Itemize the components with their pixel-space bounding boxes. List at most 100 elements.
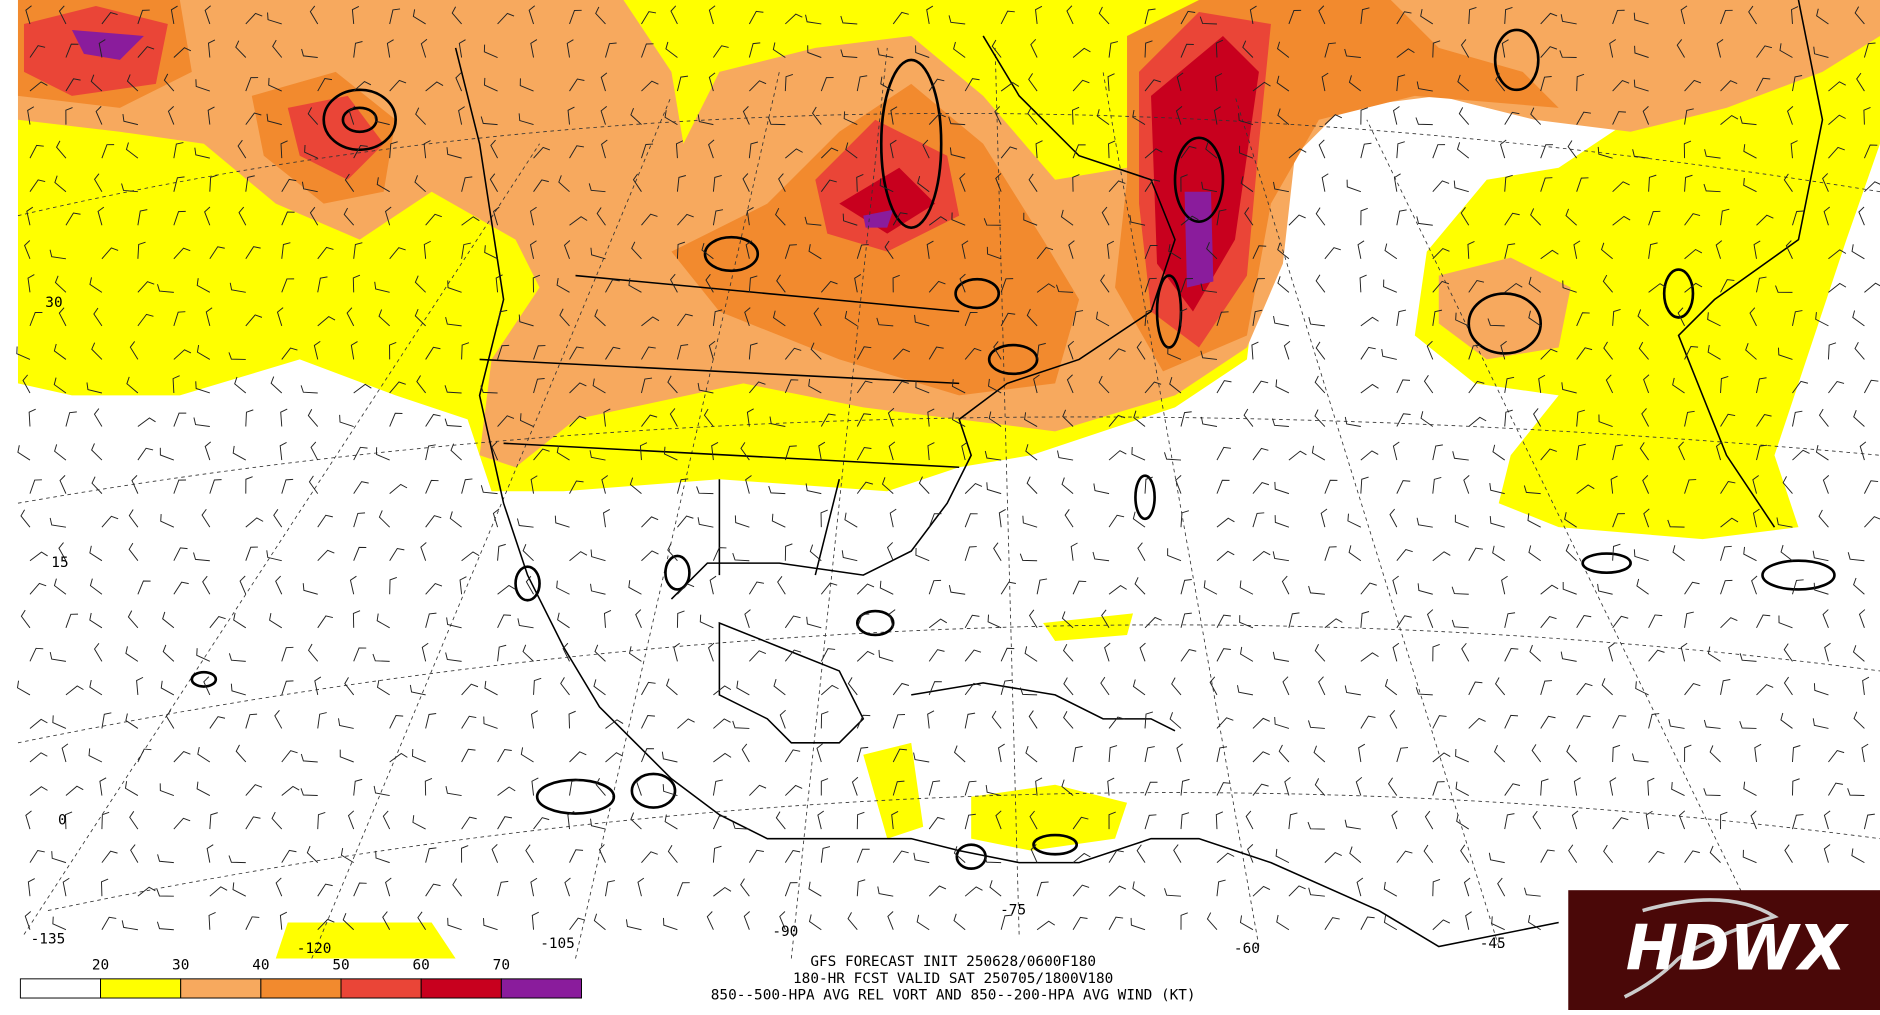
wind-barb — [1576, 111, 1591, 125]
wind-barb — [625, 919, 642, 931]
wind-barb — [280, 140, 288, 159]
wind-barb — [1360, 611, 1370, 628]
wind-barb — [1024, 412, 1038, 427]
wind-barb — [229, 282, 246, 293]
wind-barb — [93, 643, 103, 662]
wind-barb — [61, 743, 69, 763]
wind-barb — [1645, 810, 1653, 830]
wind-barb — [1568, 844, 1578, 863]
legend-label: 20 — [92, 958, 109, 974]
wind-barb — [1684, 581, 1700, 595]
wind-barb — [101, 144, 115, 159]
wind-barb — [207, 39, 216, 58]
legend-swatch — [420, 978, 502, 999]
wind-barb — [817, 810, 825, 830]
wind-barb — [1828, 380, 1845, 394]
wind-barb — [1715, 441, 1723, 461]
wind-barb — [1164, 452, 1182, 461]
wind-barb — [1540, 448, 1557, 461]
wind-barb — [1465, 911, 1472, 930]
wind-barb — [1318, 676, 1326, 696]
wind-barb — [740, 442, 750, 461]
wind-barb — [339, 414, 354, 427]
wind-barb — [1360, 582, 1377, 595]
wind-barb — [519, 78, 534, 92]
wind-barb — [1576, 683, 1593, 696]
wind-barb — [1812, 550, 1829, 562]
wind-barb — [1612, 715, 1627, 729]
wind-barb — [1393, 173, 1401, 192]
wind-barb — [1180, 10, 1196, 25]
lat-label: 30 — [45, 295, 62, 311]
wind-barb — [569, 382, 587, 394]
wind-barb — [1647, 777, 1655, 796]
wind-barb — [1284, 776, 1291, 796]
wind-barb — [843, 111, 858, 126]
wind-barb — [195, 381, 210, 394]
wind-barb — [1492, 545, 1505, 562]
wind-barb — [137, 447, 154, 461]
wind-barb — [281, 750, 298, 763]
wind-barb — [635, 609, 642, 628]
wind-barb — [1851, 244, 1865, 260]
wind-barb — [411, 748, 426, 763]
wind-barb — [1252, 309, 1263, 326]
wind-barb — [1461, 642, 1470, 662]
wind-barb — [1565, 543, 1577, 562]
wind-barb — [1321, 72, 1329, 92]
wind-barb — [425, 81, 444, 92]
wind-barb — [1415, 117, 1433, 126]
wind-barb — [856, 746, 869, 763]
wind-barb — [948, 15, 966, 25]
wind-barb — [745, 240, 753, 259]
wind-barb — [1108, 849, 1124, 863]
wind-barb — [964, 614, 980, 629]
wind-barb — [928, 280, 946, 293]
wind-barb — [1853, 410, 1865, 427]
wind-barb — [375, 447, 390, 461]
wind-barb — [988, 411, 1002, 427]
wind-barb — [820, 77, 834, 92]
wind-barb — [525, 844, 534, 863]
legend-label: 30 — [172, 958, 189, 974]
wind-barb — [713, 718, 731, 729]
wind-barb — [376, 680, 390, 696]
wind-barb — [1056, 284, 1074, 293]
logo-background — [1568, 890, 1880, 1010]
wind-barb — [1396, 141, 1405, 159]
wind-barb — [1132, 881, 1146, 897]
wind-barb — [531, 911, 539, 930]
wind-barb — [892, 682, 910, 696]
wind-barb — [445, 652, 462, 662]
wind-barb — [389, 547, 405, 561]
wind-barb — [1750, 810, 1757, 830]
wind-barb — [55, 140, 67, 159]
wind-barb — [1347, 513, 1362, 528]
wind-barb — [300, 788, 318, 797]
wind-barb — [1432, 247, 1450, 260]
wind-barb — [65, 785, 84, 796]
wind-barb — [1540, 778, 1549, 796]
wind-barb — [27, 274, 35, 293]
wind-barb — [270, 376, 283, 394]
wind-barb — [1324, 618, 1343, 629]
wind-barb — [784, 649, 802, 662]
wind-barb — [926, 5, 934, 25]
wind-barb — [1495, 73, 1506, 92]
wind-barb — [245, 175, 255, 192]
wind-barb — [497, 644, 507, 662]
wind-barb — [1396, 48, 1415, 58]
wind-barb — [1460, 206, 1470, 226]
wind-barb — [447, 917, 462, 931]
wind-barb — [497, 543, 506, 561]
wind-barb — [884, 240, 894, 260]
wind-barb — [269, 613, 283, 629]
wind-barb — [914, 314, 930, 327]
wind-barb — [1061, 611, 1074, 629]
wind-barb — [89, 277, 103, 293]
wind-barb — [461, 845, 469, 863]
wind-barb — [91, 476, 103, 494]
wind-barb — [1792, 380, 1809, 394]
wind-barb — [1451, 586, 1469, 595]
